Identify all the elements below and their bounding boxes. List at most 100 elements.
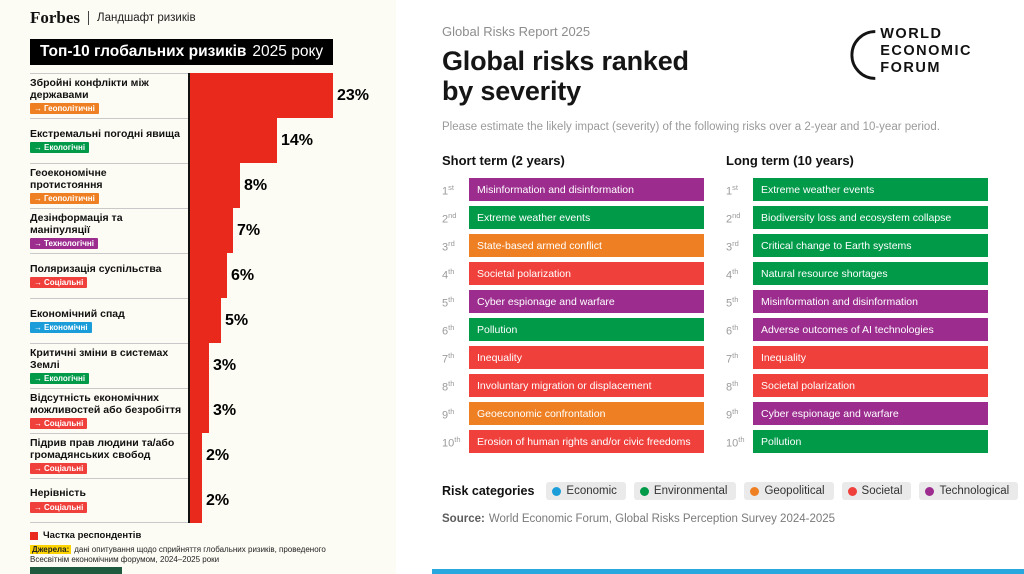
- rank-label: 2nd: [726, 211, 753, 226]
- bar-cell: 8%: [188, 163, 388, 208]
- risk-bar-label: Involuntary migration or displacement: [477, 379, 652, 392]
- risk-row: 10th Pollution: [726, 430, 988, 454]
- rank-number: 1: [726, 185, 733, 198]
- rank-label: 6th: [726, 323, 753, 338]
- arrow-icon: →: [34, 374, 42, 384]
- tag-label: Геополітичні: [44, 104, 95, 114]
- bar-value: 2%: [206, 446, 230, 464]
- risk-row: 2nd Biodiversity loss and ecosystem colla…: [726, 206, 988, 230]
- rank-ordinal: th: [732, 322, 739, 332]
- tag-label: Соціальні: [44, 278, 84, 288]
- risk-row: 2nd Extreme weather events: [442, 206, 704, 230]
- risk-bar-label: Misinformation and disinformation: [761, 295, 918, 308]
- rank-ordinal: nd: [732, 210, 741, 220]
- rank-label: 1st: [726, 183, 753, 198]
- row-label-cell: Нерівність → Соціальні: [30, 478, 188, 523]
- bar-fill: [190, 298, 221, 343]
- rank-number: 7: [442, 353, 449, 366]
- legend-dot: [847, 486, 857, 496]
- bar-fill: [190, 73, 333, 118]
- risk-row: 9th Cyber espionage and warfare: [726, 402, 988, 426]
- bar-fill: [190, 253, 227, 298]
- bar-value: 14%: [281, 131, 314, 149]
- wef-wordmark-line: FORUM: [880, 60, 941, 77]
- rank-label: 9th: [442, 407, 469, 422]
- rank-label: 5th: [442, 295, 469, 310]
- risk-bar-label: Geoeconomic confrontation: [477, 407, 606, 420]
- risk-row: 7th Inequality: [442, 346, 704, 370]
- risk-bar-label: Societal polarization: [761, 379, 855, 392]
- rank-label: 6th: [442, 323, 469, 338]
- risk-bar-label: Misinformation and disinformation: [477, 183, 634, 196]
- bar-cell: 3%: [188, 388, 388, 433]
- tag-label: Геополітичні: [44, 194, 95, 204]
- tag-label: Соціальні: [44, 419, 84, 429]
- rank-number: 5: [726, 297, 733, 310]
- page-title-line2: by severity: [442, 76, 581, 107]
- bar-cell: 2%: [188, 433, 388, 478]
- wef-header-text: Global Risks Report 2025 Global risks ra…: [442, 24, 689, 106]
- risk-bar: Critical change to Earth systems: [753, 234, 988, 258]
- risk-label: Нерівність: [30, 487, 86, 500]
- risk-bar-label: Cyber espionage and warfare: [477, 295, 615, 308]
- rank-label: 3rd: [726, 239, 753, 254]
- legend-title: Risk categories: [442, 484, 535, 499]
- arrow-icon: →: [34, 104, 42, 114]
- bar-fill: [190, 208, 233, 253]
- rank-number: 2: [726, 213, 733, 226]
- category-tag: → Соціальні: [30, 277, 88, 289]
- rank-number: 8: [726, 381, 733, 394]
- page-title-line1: Global risks ranked: [442, 46, 689, 76]
- arrow-icon: →: [34, 419, 42, 429]
- forbes-header: Forbes Ландшафт ризиків: [30, 8, 396, 28]
- risk-bar: Cyber espionage and warfare: [469, 290, 704, 314]
- risk-row: 7th Inequality: [726, 346, 988, 370]
- chart-title-year: 2025 року: [252, 43, 324, 60]
- risk-row: 4th Societal polarization: [442, 262, 704, 286]
- rank-ordinal: th: [732, 406, 739, 416]
- rank-ordinal: th: [448, 350, 455, 360]
- risk-bar-label: Extreme weather events: [761, 183, 875, 196]
- bar-value: 2%: [206, 491, 230, 509]
- risk-bar-label: Inequality: [477, 351, 522, 364]
- legend-label: Частка респондентів: [43, 530, 142, 541]
- rank-label: 8th: [442, 379, 469, 394]
- risk-bar: Pollution: [469, 318, 704, 342]
- tag-label: Соціальні: [44, 464, 84, 474]
- risk-bar: Adverse outcomes of AI technologies: [753, 318, 988, 342]
- bar-cell: 23%: [188, 73, 388, 118]
- brand-tagline: Ландшафт ризиків: [97, 12, 196, 24]
- risk-label: Дезінформація та маніпуляції: [30, 211, 123, 236]
- arrow-icon: →: [34, 464, 42, 474]
- left-footer: Частка респондентів Джерела: дані опитува…: [30, 530, 370, 565]
- wef-wordmark: WORLD ECONOMIC FORUM: [880, 26, 972, 77]
- chart-row: Збройні конфлікти між державами → Геополі…: [30, 73, 388, 118]
- rank-label: 8th: [726, 379, 753, 394]
- legend-swatch: [30, 531, 38, 540]
- risk-bar-label: Pollution: [761, 435, 802, 448]
- rank-number: 4: [442, 269, 449, 282]
- bar-cell: 5%: [188, 298, 388, 343]
- rank-number: 3: [442, 241, 449, 254]
- risk-row: 4th Natural resource shortages: [726, 262, 988, 286]
- page-title: Global risks ranked by severity: [442, 46, 689, 106]
- source-label: Source:: [442, 513, 485, 526]
- bar-value: 3%: [213, 401, 237, 419]
- source-line: Джерела: дані опитування щодо сприйняття …: [30, 545, 360, 565]
- arrow-icon: →: [34, 194, 42, 204]
- risk-label: Підрив прав людини та/або громадянських …: [30, 436, 175, 461]
- rank-ordinal: th: [448, 406, 455, 416]
- chart-row: Геоекономічне протистояння → Геополітичні…: [30, 163, 388, 208]
- wef-wordmark-line: WORLD: [880, 26, 943, 42]
- risk-bar-label: Extreme weather events: [477, 211, 591, 224]
- bar-chart: Збройні конфлікти між державами → Геополі…: [30, 73, 388, 523]
- risk-bar-label: Pollution: [477, 323, 518, 336]
- legend-item: Economic: [546, 482, 626, 501]
- column-header: Short term (2 years): [442, 153, 565, 169]
- bar-cell: 7%: [188, 208, 388, 253]
- wef-chart: Global Risks Report 2025 Global risks ra…: [396, 0, 1024, 574]
- bar-value: 5%: [225, 311, 249, 329]
- rank-number: 5: [442, 297, 449, 310]
- category-tag: → Соціальні: [30, 418, 88, 430]
